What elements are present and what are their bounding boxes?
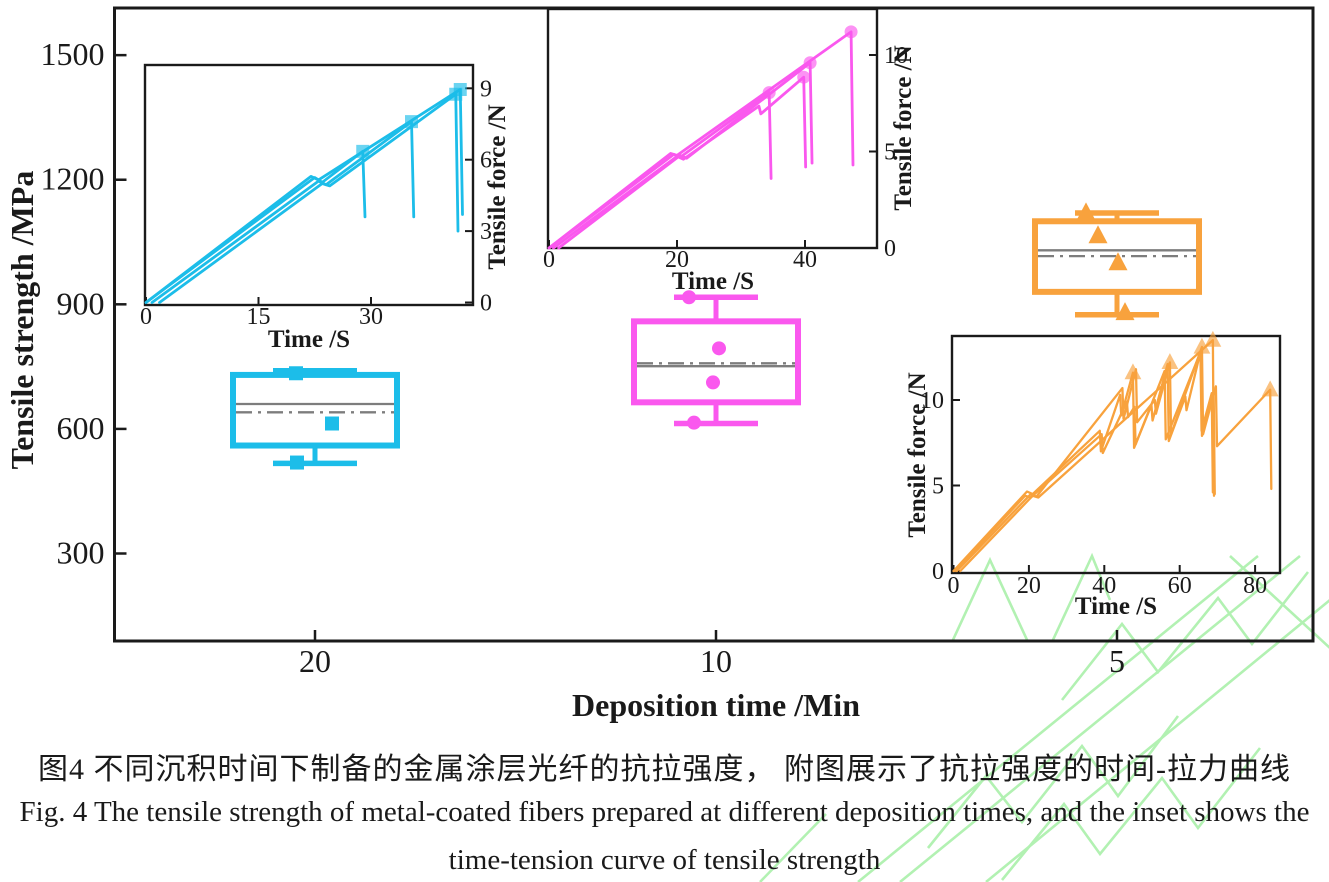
main-x-tick-label: 10: [700, 643, 732, 679]
inset-x-tick-label: 15: [247, 304, 271, 330]
peak-marker: [797, 70, 811, 84]
data-point-marker: [712, 341, 726, 356]
data-point-marker: [1108, 252, 1128, 271]
boxplot-5min: [1032, 202, 1202, 321]
data-point-marker: [1115, 302, 1135, 321]
peak-marker: [453, 82, 467, 96]
main-y-tick-label: 1200: [41, 161, 105, 197]
peak-marker: [356, 144, 370, 158]
peak-marker: [1204, 330, 1222, 347]
boxplot-20min: [230, 366, 400, 470]
data-point-marker: [1088, 225, 1108, 244]
force-time-curve: [557, 61, 814, 250]
inset-x-tick-label: 30: [359, 304, 383, 330]
main-y-tick-label: 1500: [41, 36, 105, 72]
data-point-marker: [325, 416, 339, 431]
inset-y-tick-label: 5: [932, 474, 944, 500]
box: [631, 318, 801, 406]
inset-x-tick-label: 20: [665, 247, 689, 273]
force-time-curve: [547, 30, 855, 250]
watermark-line: [899, 554, 1301, 882]
inset-y-tick-label: 0: [884, 236, 896, 262]
force-time-curve: [955, 345, 1273, 573]
watermark-line: [926, 715, 1180, 849]
peak-marker: [762, 86, 776, 100]
inset-y-tick-label: 3: [480, 219, 492, 245]
inset-x-tick-label: 0: [948, 573, 960, 599]
peak-marker: [1161, 353, 1179, 369]
inset-frame: [143, 63, 475, 307]
inset-y-tick-label: 5: [884, 140, 896, 166]
main-x-tick-label: 20: [299, 643, 331, 679]
inset-y-tick-label: 9: [480, 76, 492, 102]
inset-x-tick-label: 40: [793, 247, 817, 273]
inset-y-axis-title: Tensile force /N: [904, 372, 931, 537]
main-frame: [113, 6, 1315, 643]
boxplot-10min: [631, 290, 801, 430]
inset-x-tick-label: 20: [1017, 573, 1041, 599]
inset-y-axis-title: Tensile force /N: [890, 45, 917, 210]
inset-x-tick-label: 80: [1243, 573, 1267, 599]
watermark-line: [759, 813, 827, 882]
watermark-line: [857, 554, 1259, 882]
watermark-line: [1000, 747, 1262, 881]
figure-caption-english-2: time-tension curve of tensile strength: [448, 844, 881, 876]
inset-y-tick-label: 0: [480, 291, 492, 317]
inset-x-tick-label: 0: [543, 247, 555, 273]
main-y-tick-label: 600: [57, 410, 105, 446]
data-point-marker: [1076, 202, 1096, 221]
watermark-line: [950, 556, 1030, 643]
inset-y-tick-label: 10: [920, 388, 944, 414]
inset-x-tick-label: 40: [1092, 573, 1116, 599]
peak-marker: [803, 56, 817, 70]
force-time-curve: [959, 338, 1216, 573]
data-point-marker: [290, 455, 304, 470]
peak-marker: [1261, 380, 1279, 397]
force-time-curve: [158, 92, 460, 304]
inset-y-tick-label: 0: [932, 559, 944, 585]
inset-frame: [546, 7, 879, 250]
box: [1032, 218, 1202, 295]
watermark-line: [1050, 552, 1112, 643]
inset-frame: [950, 334, 1282, 575]
box: [230, 371, 400, 449]
main-y-tick-label: 900: [57, 285, 105, 321]
peak-marker: [1124, 363, 1142, 380]
main-y-axis-title: Tensile strength /MPa: [4, 171, 40, 470]
inset-y-tick-label: 6: [480, 148, 492, 174]
data-point-marker: [289, 366, 303, 381]
inset-inset-5min: 0 20 40 60 80 0 5 10 Time /S Tensile force /N: [904, 330, 1282, 620]
figure-caption-english-1: Fig. 4 The tensile strength of metal-coa…: [19, 796, 1310, 828]
inset-y-axis-title: Tensile force /N: [484, 104, 511, 269]
inset-inset-10min: 0 20 40 0 5 10 Time /S Tensile force /N: [543, 7, 917, 295]
peak-marker: [844, 25, 858, 39]
main-y-tick-label: 300: [57, 535, 105, 571]
watermark-line: [1060, 571, 1310, 701]
peak-marker: [405, 115, 418, 129]
inset-x-tick-label: 0: [140, 304, 152, 330]
inset-x-axis-title: Time /S: [268, 326, 350, 353]
force-time-curve: [953, 350, 1215, 573]
peak-marker: [1193, 337, 1211, 354]
inset-x-axis-title: Time /S: [672, 268, 754, 295]
inset-y-tick-label: 10: [884, 43, 908, 69]
inset-x-tick-label: 60: [1168, 573, 1192, 599]
data-point-marker: [687, 415, 701, 430]
force-time-curve: [144, 88, 464, 304]
data-point-marker: [706, 375, 720, 390]
main-x-axis-title: Deposition time /Min: [572, 687, 860, 723]
data-point-marker: [682, 290, 696, 305]
inset-x-axis-title: Time /S: [1075, 593, 1157, 620]
main-x-tick-label: 5: [1109, 643, 1125, 679]
inset-inset-20min: 0 15 30 0 3 6 9 Time /S Tensile force /N: [140, 63, 511, 353]
figure-caption-chinese: 图4 不同沉积时间下制备的金属涂层光纤的抗拉强度， 附图展示了抗拉强度的时间-拉…: [38, 753, 1291, 786]
watermark-logo: [759, 552, 1329, 882]
